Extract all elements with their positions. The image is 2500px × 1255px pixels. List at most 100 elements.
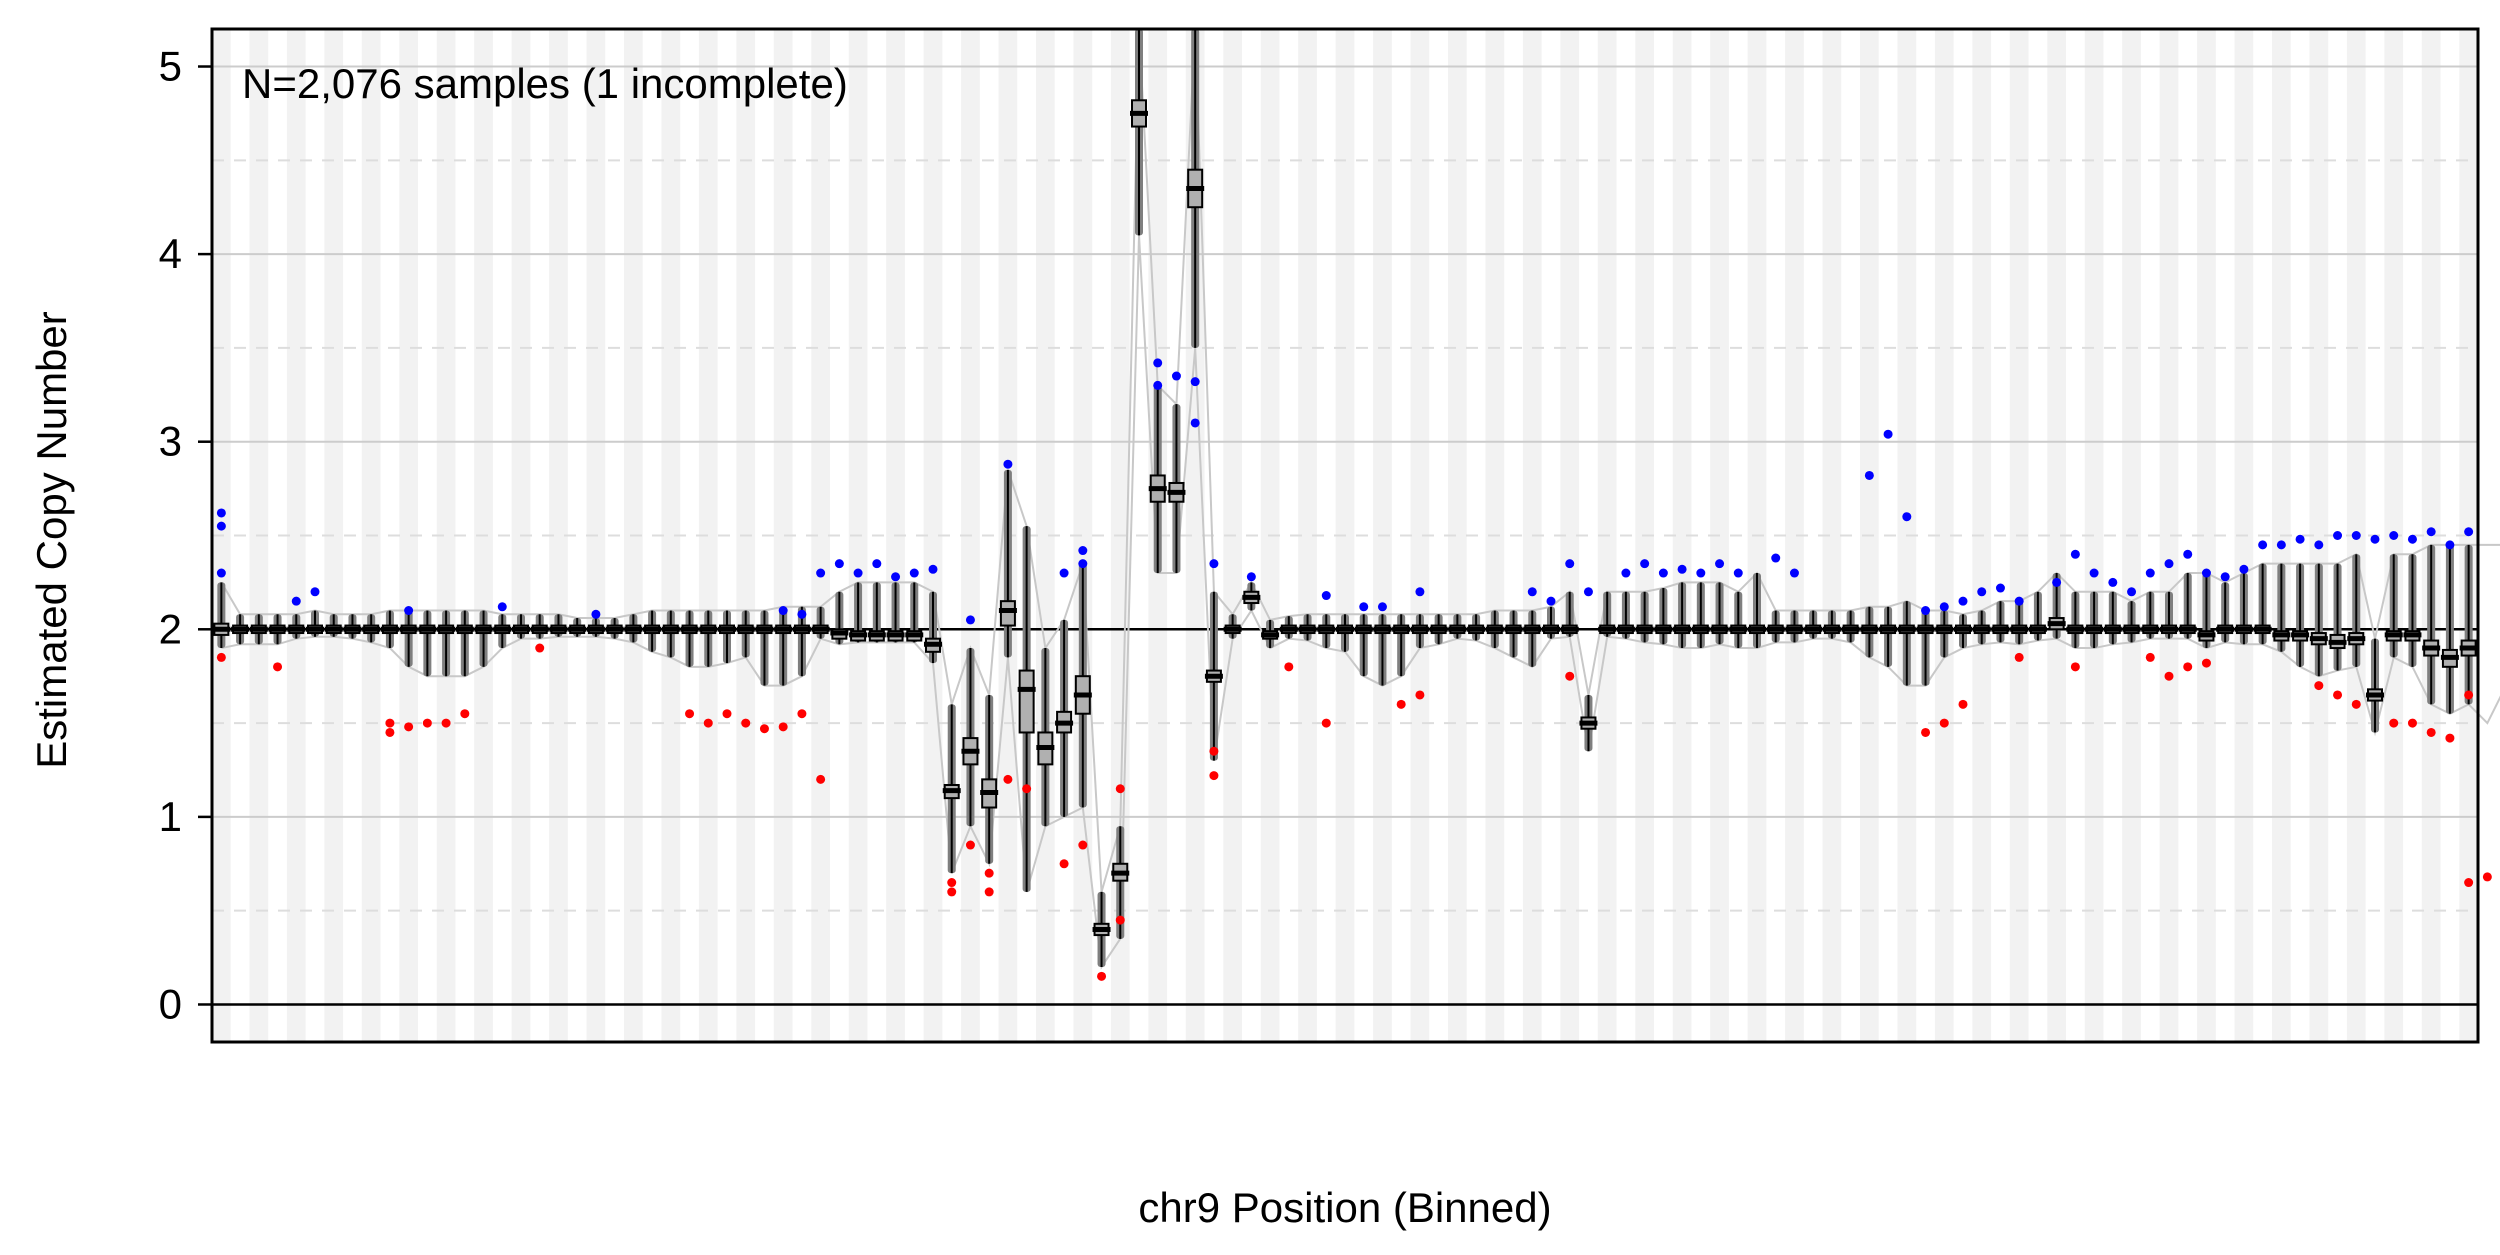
loss-outlier-point [441,718,451,728]
gain-outlier-point [2276,540,2286,550]
gain-outlier-point [1059,568,1069,578]
loss-outlier-point [2351,699,2361,709]
gain-outlier-point [497,602,507,612]
gain-outlier-point [2314,540,2324,550]
bin-shade [2309,29,2329,1042]
gain-outlier-point [2089,568,2099,578]
gain-outlier-point [872,559,882,569]
gain-outlier-point [816,568,826,578]
loss-outlier-point [2314,681,2324,691]
loss-outlier-point [1415,690,1425,700]
gain-outlier-point [1921,606,1931,616]
gain-outlier-point [1883,429,1893,439]
gain-outlier-point [834,559,844,569]
bin-shade [773,29,793,1042]
gain-outlier-point [853,568,863,578]
gain-outlier-point [1583,587,1593,597]
spread-lines [220,28,2500,970]
gain-outlier-point [1677,564,1687,574]
gain-outlier-point [2070,549,2080,559]
gain-outlier-point [1696,568,1706,578]
y-tick-label: 3 [159,418,182,465]
upper-envelope-line [220,28,2500,893]
y-tick-label: 2 [159,605,182,652]
gain-outlier-point [2389,531,2399,540]
gain-outlier-point [1658,568,1668,578]
loss-outlier-point [273,662,283,672]
loss-outlier-point [1003,774,1013,784]
gain-outlier-point [1546,596,1556,606]
x-axis-label: chr9 Position (Binned) [1138,1184,1551,1231]
loss-outlier-point [535,643,545,653]
loss-outlier-point [2014,652,2024,662]
box [1018,669,1035,734]
loss-outlier-point [422,718,432,728]
bin-shade [661,29,681,1042]
axes: 0 1 2 3 4 5 [159,27,2480,1044]
bin-shade [436,29,456,1042]
gain-outlier-point [2052,577,2062,587]
loss-outlier-point [1115,784,1125,794]
gain-outlier-point [2333,531,2343,540]
loss-outlier-point [2183,662,2193,672]
loss-outlier-point [722,709,732,719]
gain-outlier-point [1190,377,1200,387]
boxes [212,99,2478,937]
gain-outlier-point [1789,568,1799,578]
gain-outlier-point [1078,559,1088,569]
bin-shade [1073,29,1093,1042]
loss-outlier-point [965,840,975,850]
gain-outlier-point [1171,371,1181,381]
gain-outlier-point [2183,549,2193,559]
bin-shade [1036,29,1055,1042]
gain-outlier-point [1209,559,1219,569]
gain-outlier-point [797,609,807,619]
gain-outlier-point [1078,546,1088,556]
bin-shade [698,29,718,1042]
gain-outlier-point [291,596,301,606]
loss-outlier-point [947,887,957,897]
bin-shade [1298,29,1317,1042]
gain-outlier-point [1190,418,1200,428]
gain-outlier-point [778,606,788,616]
loss-outlier-point [2464,690,2474,700]
gain-outlier-point [1527,587,1537,597]
gain-outlier-point [404,606,414,616]
gain-outlier-point [1153,358,1163,368]
bin-shade [923,29,943,1042]
gain-outlier-point [2370,534,2380,544]
loss-outlier-point [1565,671,1575,681]
bin-shade [1410,29,1430,1042]
gain-outlier-point [1246,572,1256,582]
outliers [216,358,2492,981]
bin-shade [1672,29,1692,1042]
bin-shade [1448,29,1467,1042]
bin-shade [399,29,418,1042]
loss-outlier-point [984,868,994,878]
loss-outlier-point [216,652,226,662]
loss-outlier-point [2201,658,2211,668]
gain-outlier-point [216,568,226,578]
loss-outlier-point [1321,718,1331,728]
gain-outlier-point [1640,559,1650,569]
gain-outlier-point [1377,602,1387,612]
y-tick-label: 0 [159,980,182,1027]
gain-outlier-point [2164,559,2174,569]
loss-outlier-point [404,722,414,732]
gain-outlier-point [2201,568,2211,578]
loss-outlier-point [460,709,470,719]
gain-outlier-point [1153,380,1163,390]
loss-outlier-point [1921,727,1931,737]
sample-count-annotation: N=2,076 samples (1 incomplete) [242,60,848,107]
loss-outlier-point [1078,840,1088,850]
gain-outlier-point [2014,596,2024,606]
loss-outlier-point [1209,771,1219,781]
gain-outlier-point [1003,459,1013,469]
bin-shade [1185,29,1205,1042]
loss-outlier-point [2445,733,2455,743]
gain-outlier-point [1359,602,1369,612]
loss-outlier-point [2164,671,2174,681]
bin-shade [1934,29,1954,1042]
loss-outlier-point [2407,718,2417,728]
